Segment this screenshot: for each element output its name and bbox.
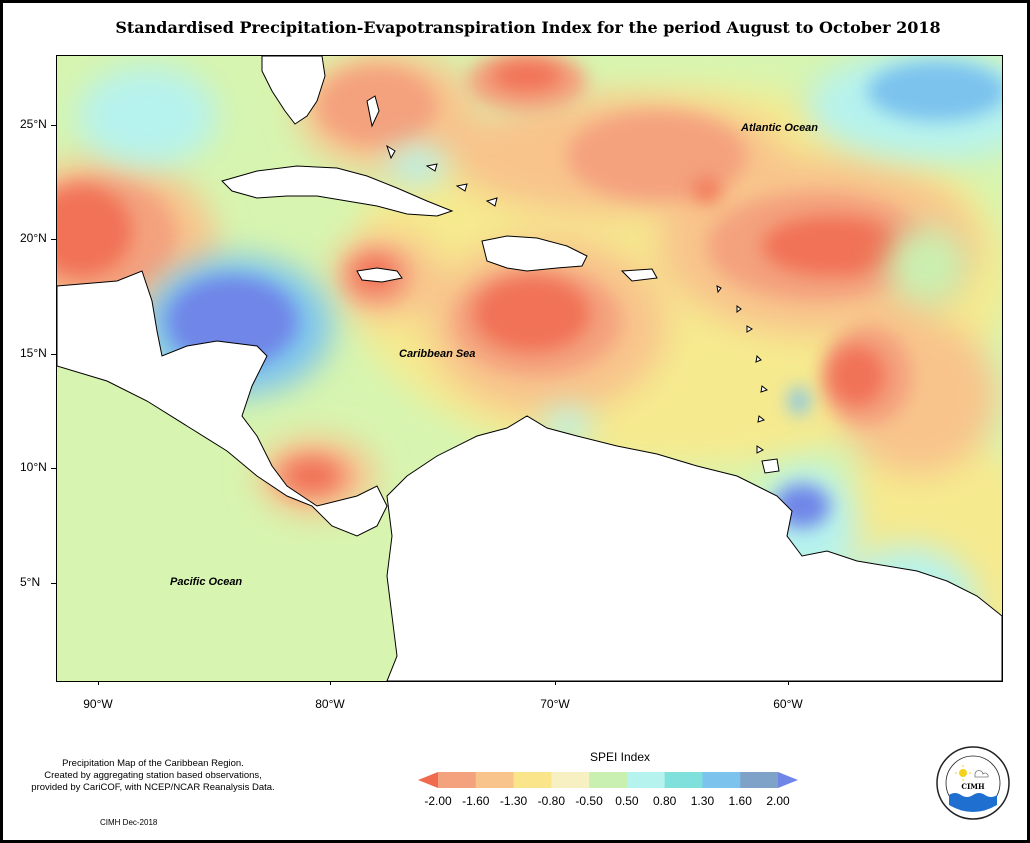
lon-label-60w: 60°W [773,697,803,711]
lat-label-5n: 5°N [20,575,41,589]
legend-break-label: 0.80 [652,794,677,808]
legend-break-label: -1.30 [499,794,528,808]
legend-break-label: -1.60 [462,794,490,808]
spei-map: Atlantic Ocean Caribbean Sea Pacific Oce… [56,55,1003,682]
legend-swatch [626,772,666,788]
waves-icon [949,793,997,812]
lat-tick [51,239,56,240]
lat-label-20n: 20°N [20,231,47,245]
legend-break-label: 1.60 [728,794,752,808]
lon-label-90w: 90°W [83,697,113,711]
atlantic-ocean-label: Atlantic Ocean [741,122,819,134]
legend-break-label: 0.50 [615,794,639,808]
spei-field-svg [57,56,1002,681]
lat-label-10n: 10°N [20,460,47,474]
lat-label-25n: 25°N [20,117,47,131]
logo-abbrev: CIMH [961,782,985,791]
caribbean-sea-label: Caribbean Sea [399,348,476,360]
lon-tick [555,680,556,685]
lat-tick [51,468,56,469]
landmasses [57,56,1002,681]
legend-swatch-min [418,772,438,788]
lon-tick [788,680,789,685]
credit-text: CIMH Dec-2018 [100,818,158,827]
legend-break-label: 2.00 [766,794,790,808]
legend-swatch [702,772,741,788]
legend-swatch-max [778,772,798,788]
map-title: Standardised Precipitation-Evapotranspir… [115,18,941,37]
cimh-logo: CIMH [936,746,1010,820]
caption-line-3: provided by CariCOF, with NCEP/NCAR Rean… [31,782,275,793]
cloud-icon [974,770,989,778]
sun-rays [955,765,971,781]
lat-tick [51,354,56,355]
legend-break-label: -0.50 [575,794,603,808]
legend-labels: -2.00 -1.60 -1.30 -0.80 -0.50 0.50 0.80 1.30 1.6… [418,794,798,810]
lon-label-70w: 70°W [540,697,570,711]
legend-swatch [589,772,628,788]
legend-swatch [513,772,552,788]
legend-break-label: -0.80 [537,794,566,808]
pacific-ocean-label: Pacific Ocean [170,576,243,588]
lon-label-80w: 80°W [315,697,345,711]
caption-line-1: Precipitation Map of the Caribbean Regio… [62,758,244,769]
map-caption: Precipitation Map of the Caribbean Regio… [8,758,298,794]
lon-tick [98,680,99,685]
legend-swatch [475,772,515,788]
sun-icon [959,769,967,777]
legend-break-label: 1.30 [690,794,715,808]
lon-tick [330,680,331,685]
caption-line-2: Created by aggregating station based obs… [44,770,262,781]
legend-colorbar [418,772,798,788]
legend-swatch [438,772,477,788]
legend-title: SPEI Index [589,750,651,764]
lat-tick [51,583,56,584]
lat-tick [51,125,56,126]
legend-swatch [551,772,590,788]
legend-break-label: -2.00 [424,794,452,808]
legend-swatch [740,772,779,788]
legend-swatch [664,772,703,788]
lat-label-15n: 15°N [20,346,47,360]
